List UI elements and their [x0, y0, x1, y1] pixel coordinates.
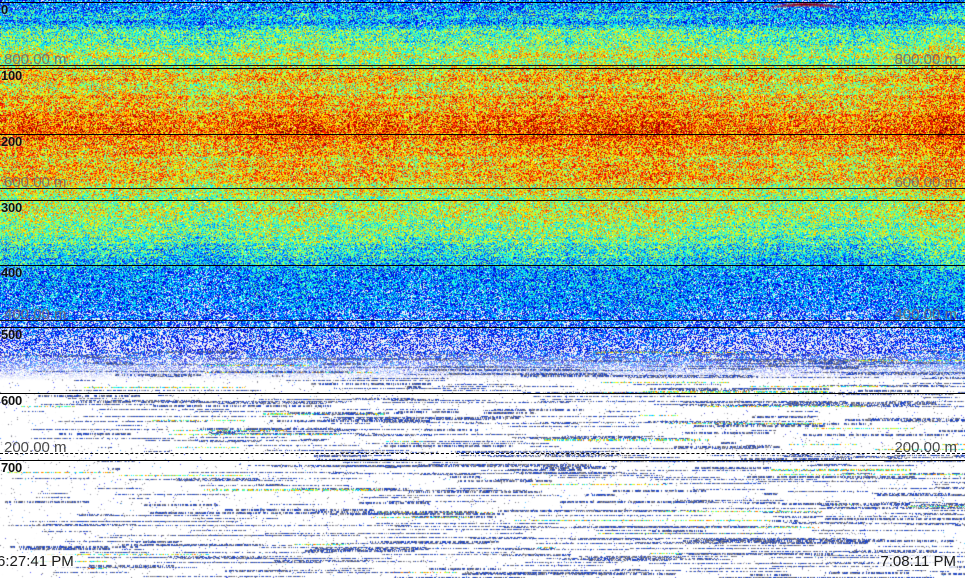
timestamp-end: 7:08:11 PM — [879, 553, 957, 570]
depth-tick-label: 700 — [1, 460, 23, 475]
depth-gridline — [0, 134, 965, 135]
range-label-left: 400.00 m — [4, 306, 67, 323]
range-label-right: 600.00 m — [894, 174, 957, 191]
range-label-right: 400.00 m — [894, 306, 957, 323]
range-label-left: 200.00 m — [4, 439, 67, 456]
depth-tick-label: 300 — [1, 200, 23, 215]
range-marker-line — [0, 453, 965, 454]
depth-tick-label: 600 — [1, 393, 23, 408]
depth-tick-label: 0 — [1, 2, 9, 17]
depth-tick-label: 200 — [1, 134, 23, 149]
range-label-right: 200.00 m — [894, 439, 957, 456]
depth-tick-label: 100 — [1, 68, 23, 83]
depth-tick-label: 400 — [1, 265, 23, 280]
range-label-left: 800.00 m — [4, 51, 67, 68]
range-marker-line — [0, 320, 965, 321]
depth-gridline — [0, 68, 965, 69]
depth-gridline — [0, 2, 965, 3]
depth-gridline — [0, 460, 965, 461]
range-label-left: 600.00 m — [4, 174, 67, 191]
depth-gridline — [0, 393, 965, 394]
depth-gridline — [0, 200, 965, 201]
range-label-right: 800.00 m — [894, 51, 957, 68]
timestamp-start: 6:27:41 PM — [0, 553, 75, 570]
depth-gridline — [0, 265, 965, 266]
range-marker-line — [0, 188, 965, 189]
depth-tick-label: 500 — [1, 327, 23, 342]
depth-gridline — [0, 327, 965, 328]
range-marker-line — [0, 65, 965, 66]
